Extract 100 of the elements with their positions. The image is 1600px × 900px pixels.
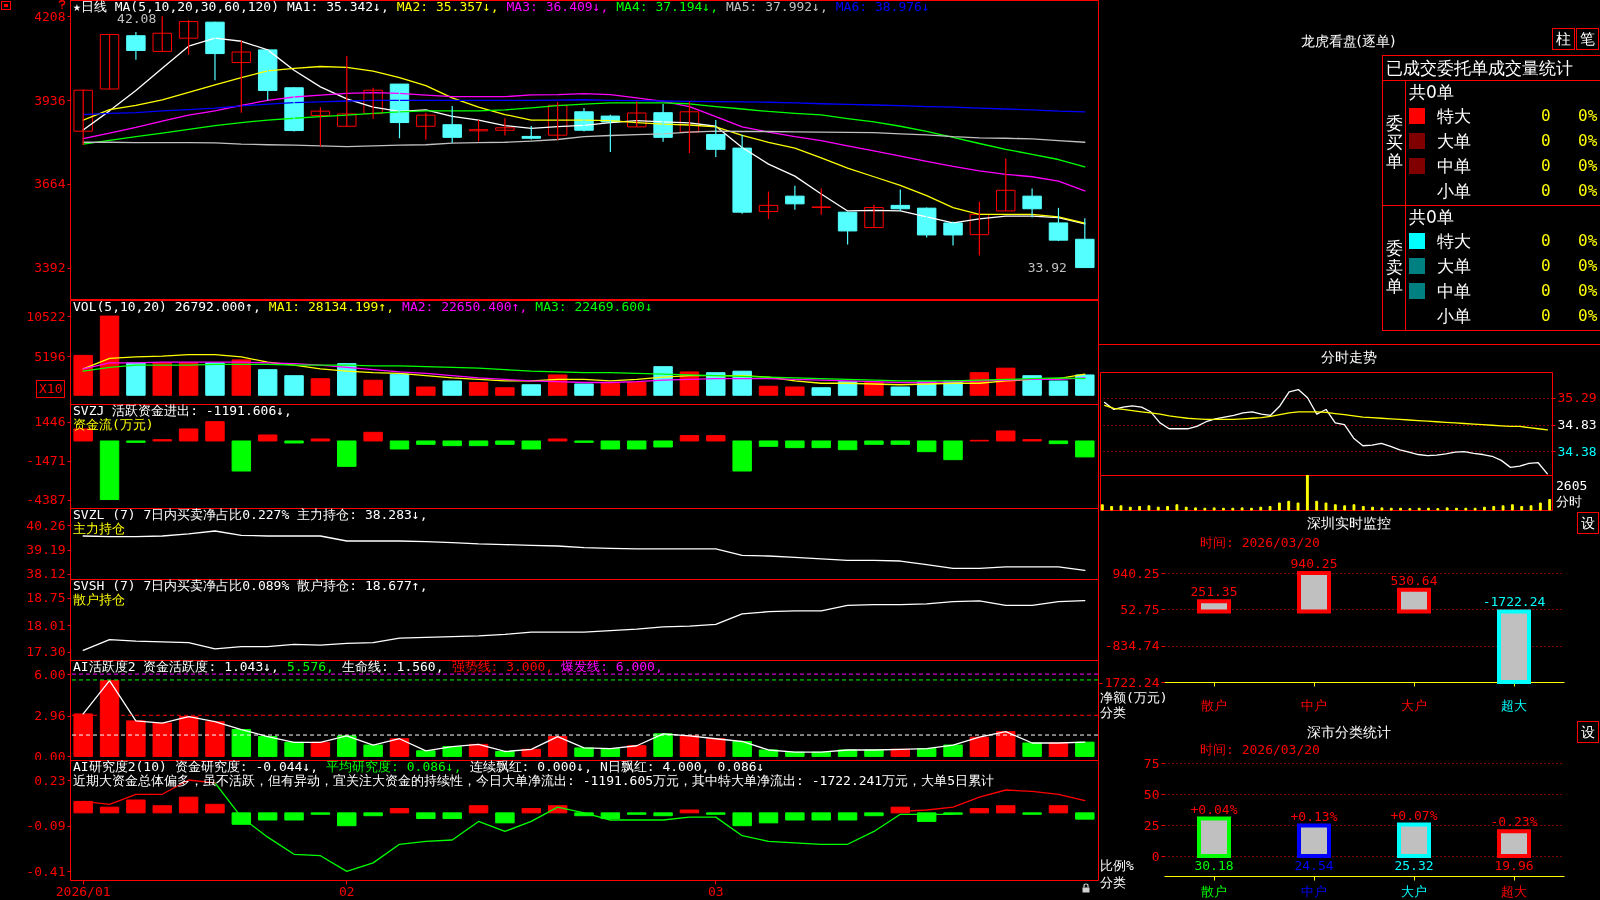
y-tick-label: -0.41 [26,863,66,879]
text: 平均研究度: 0.086↓, [326,759,462,774]
text: 0 [1541,281,1551,301]
x-tick-label: 超大 [1501,883,1527,899]
text: 0% [1578,231,1598,251]
annotation: 资金研究度: -0.044↓, [174,759,319,774]
data-label: 30.18 [1194,858,1234,873]
text: 分时 [1556,494,1582,509]
y-tick-label: 3392 [34,260,66,276]
x-tick-label: 03 [707,883,724,899]
annotation: 资金活跃度: 1.043↓, [143,659,279,674]
text: 大单 [1437,131,1471,151]
data-label: -1722.24 [1482,594,1546,610]
text: 笔 [1576,28,1599,50]
text: 柱 [1552,28,1575,50]
x-tick-label: 大户 [1401,883,1427,899]
annotation: 42.08 [117,11,157,27]
chart-title: SVZJ 活跃资金进出: -1191.606↓, [73,403,292,418]
text: 0 [1541,256,1551,276]
text: MA2: 22650.400↑, [402,299,528,314]
text: 特大 [1437,231,1471,251]
annotation: +0.04% [1190,801,1238,817]
x-tick-label: 大户 [1401,697,1427,713]
ref-line-label: 生命线: 1.560, [341,659,444,674]
x-tick-label: 超大 [1501,697,1527,713]
y-tick-label: 6.00 [34,666,66,682]
text: 主力持仓 [73,521,125,536]
text: 小单 [1437,181,1471,201]
text: 0 [1541,231,1551,251]
text: 散户持仓 [73,592,125,607]
ref-line-label: 5.576, [286,659,334,674]
data-label: 940.25 [1290,556,1338,571]
ref-line-label: 强势线: 3.000, [451,659,554,674]
x-tick-label: 散户 [1201,697,1227,713]
text: MA3: 22469.600↓ [535,299,653,314]
y-tick-label: 0.23 [34,772,66,788]
text: 特大 [1437,106,1471,126]
text: 0 [1541,106,1551,126]
y-tick-label: 3664 [34,176,66,192]
annotation: 33.92 [1027,259,1067,275]
text: 0% [1578,281,1598,301]
data-label: 19.96 [1494,858,1534,873]
x-axis-title: 分类 [1100,705,1126,720]
chart-title: AI研究度2(10) [73,759,167,774]
y-tick-label: 75 [1143,755,1160,771]
text: MA5: 37.992↓, [726,0,828,14]
text: X10 [36,380,66,398]
chart-title: SVZL (7) 7日内买卖净占比0.227% [73,507,290,522]
y-tick-label: 2.96 [34,708,66,724]
text: 中单 [1437,156,1471,176]
chart-title: 深圳实时监控 [1307,514,1391,532]
y-tick-label: 3936 [34,92,66,108]
text: 共0单 [1409,82,1454,102]
annotation: N日飘红: 4.000, [599,759,710,774]
chart-title: ★日线 MA(5,10,20,30,60,120) [73,0,280,14]
text: 中单 [1437,281,1471,301]
y-tick-label: 0 [1151,848,1160,864]
y-tick-label: 10522 [26,308,66,324]
chart-title: 分时走势 [1321,348,1377,366]
text: 资金流(万元) [73,417,154,432]
chart-title: VOL(5,10,20) 26792.000↑, [73,299,261,314]
text: 委买单 [1385,113,1403,171]
y-tick-label: -4387 [26,492,66,508]
x-tick-label: 2026/01 [55,883,111,899]
chart-title: 深市分类统计 [1307,723,1391,741]
text: 已成交委托单成交量统计 [1386,58,1573,78]
y-tick-label: 5196 [34,348,66,364]
y-tick-label: 40.26 [26,517,66,533]
text: MA3: 36.409↓, [506,0,609,14]
text: 0 [1541,306,1551,326]
y-tick-label: 25 [1143,817,1160,833]
y-tick-label: 35.29 [1557,390,1597,406]
text: 龙虎看盘(逐单) [1300,32,1396,50]
text: 委卖单 [1385,238,1403,296]
y-tick-label: 17.30 [26,644,66,660]
y-tick-label: 18.01 [26,617,66,633]
chart-title: SVSH (7) 7日内买卖净占比0.089% [73,578,290,593]
text: 0 [1541,156,1551,176]
text: 设 [1577,721,1599,743]
data-label: 24.54 [1294,858,1334,873]
text: 0% [1578,256,1598,276]
annotation: -0.23% [1490,814,1538,830]
y-tick-label: -1722.24 [1096,674,1160,690]
text: MA6: 38.976↓ [835,0,930,14]
y-axis-title: 比例% [1100,858,1134,873]
y-tick-label: 940.25 [1112,565,1160,581]
text: 大单 [1437,256,1471,276]
x-axis-title: 分类 [1100,875,1126,890]
y-tick-label: 34.83 [1557,417,1597,433]
y-tick-label: 18.75 [26,590,66,606]
text: 0% [1578,156,1598,176]
text: 0% [1578,106,1598,126]
annotation: 连续飘红: 0.000↓, [469,759,592,774]
text: 2605 [1556,478,1588,493]
x-tick-label: 中户 [1301,697,1327,713]
y-tick-label: 39.19 [26,542,66,558]
y-tick-label: 1446 [34,414,66,430]
y-tick-label: 34.38 [1557,443,1597,459]
text: MA1: 35.342↓, [287,0,389,14]
chart-subtitle: 时间: 2026/03/20 [1200,742,1320,757]
